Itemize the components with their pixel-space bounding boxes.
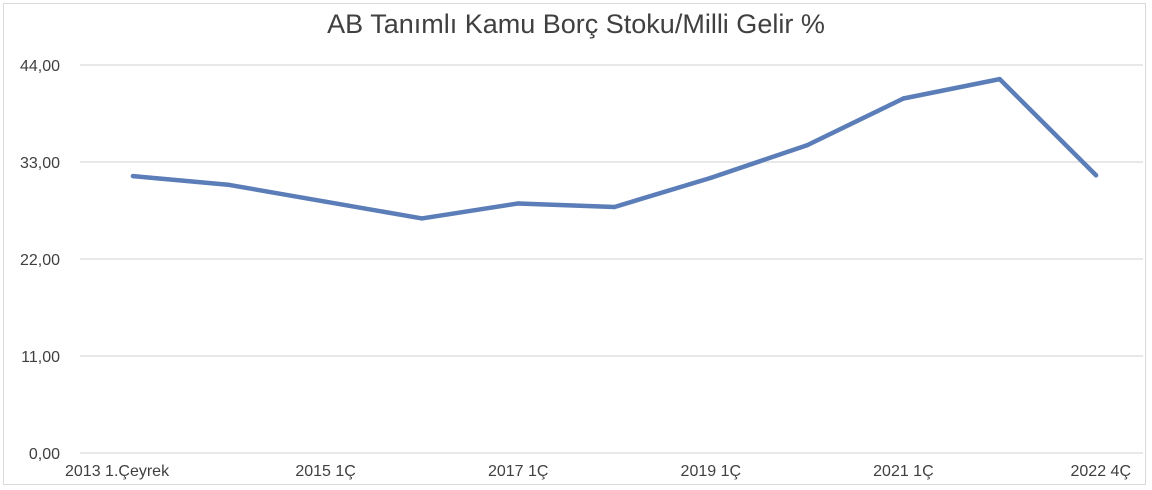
series-layer [130,76,1099,221]
y-tick-label: 11,00 [21,349,60,366]
chart-title: AB Tanımlı Kamu Borç Stoku/Milli Gelir % [327,9,825,39]
x-tick-label: 2015 1Ç [295,463,356,480]
x-tick-label: 2013 1.Çeyrek [65,463,170,480]
data-point [227,182,232,188]
data-point [708,175,713,181]
data-point [901,96,906,101]
x-tick-label: 2017 1Ç [488,463,549,480]
data-point [130,173,136,179]
y-tick-label: 44,00 [20,58,60,75]
data-point [419,216,425,221]
x-tick-label: 2022 4Ç [1071,463,1132,480]
y-axis-labels: 0,00 11,00 22,00 33,00 44,00 [20,58,60,463]
data-point [516,201,521,206]
y-tick-label: 22,00 [20,252,60,269]
data-point [323,199,328,204]
data-point [612,204,617,210]
chart-frame [3,3,1146,485]
x-tick-label: 2021 1Ç [873,463,934,480]
x-axis-labels: 2013 1.Çeyrek 2015 1Ç 2017 1Ç 2019 1Ç 2021 1… [65,463,1131,480]
y-tick-label: 0,00 [29,446,60,463]
data-point [1093,173,1099,178]
data-point [804,143,810,148]
data-point [997,76,1002,82]
x-tick-label: 2019 1Ç [681,463,742,480]
y-tick-label: 33,00 [20,155,60,172]
gridlines [80,64,1143,454]
series-line [130,76,1099,221]
